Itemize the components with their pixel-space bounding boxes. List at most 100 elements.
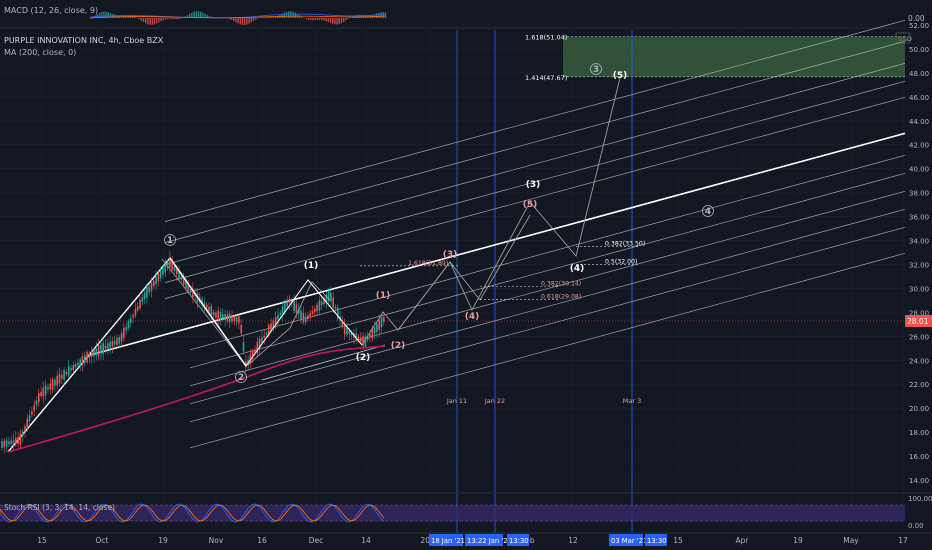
candle-body — [44, 385, 47, 396]
candle-body — [320, 301, 323, 305]
candle-body — [77, 362, 79, 366]
macd-bar — [235, 18, 237, 23]
ma-legend: MA (200, close, 0) — [4, 48, 76, 57]
candle-body — [150, 282, 153, 291]
candle-body — [242, 342, 245, 352]
candle-body — [26, 418, 29, 429]
candle-body — [346, 327, 348, 335]
macd-bar — [349, 17, 351, 18]
wave-label: (1) — [304, 261, 319, 271]
macd-bar — [325, 18, 327, 22]
fib-level-label: 0.382(33.50) — [605, 241, 645, 248]
time-tick: 19 — [158, 536, 168, 545]
macd-bar — [380, 12, 382, 18]
macd-bar — [138, 18, 140, 20]
candle-body — [226, 314, 229, 321]
candle-body — [81, 356, 84, 365]
fork-parallel-line — [189, 190, 906, 387]
candle-body — [127, 321, 130, 329]
candle-body — [212, 311, 215, 316]
date-badge — [465, 534, 503, 546]
candle-body — [1, 440, 3, 449]
date-badge-text: 13:30 — [509, 537, 529, 545]
macd-bar — [147, 18, 149, 25]
candle-body — [258, 338, 261, 350]
fork-parallel-line — [189, 252, 906, 449]
date-badge — [429, 534, 463, 546]
fork-parallel-line — [164, 40, 906, 243]
candle-body — [233, 316, 236, 322]
time-tick: Dec — [309, 536, 324, 545]
candle-body — [249, 354, 252, 364]
candle-body — [17, 436, 19, 444]
date-line-label: Jan 11 — [446, 397, 467, 405]
macd-bar — [294, 12, 296, 18]
wave-label: 2 — [238, 373, 244, 383]
fork-parallel-line — [164, 96, 906, 299]
candle-body — [380, 317, 383, 328]
candle-body — [376, 323, 378, 332]
candle-body — [153, 280, 155, 286]
fork-parallel-line — [189, 226, 906, 423]
wave-label: (4) — [570, 264, 585, 274]
candle-body — [256, 342, 259, 354]
macd-bar — [323, 18, 325, 21]
time-tick: 15 — [673, 536, 683, 545]
price-tick: 30.00 — [909, 285, 929, 293]
candle-body — [238, 316, 240, 324]
candle-body — [182, 277, 185, 285]
candle-body — [49, 383, 52, 390]
macd-bar — [186, 15, 189, 18]
macd-bar — [206, 14, 208, 18]
macd-bar — [175, 18, 178, 20]
wave-label: (5) — [613, 71, 628, 81]
macd-bar — [228, 18, 230, 19]
macd-bar — [384, 12, 387, 18]
candle-body — [318, 300, 321, 311]
candle-body — [272, 320, 275, 327]
macd-bar — [248, 18, 250, 24]
macd-bar — [101, 12, 103, 18]
candle-body — [304, 316, 307, 323]
signal-line — [89, 15, 386, 19]
candle-body — [15, 438, 17, 445]
macd-bar — [292, 11, 294, 18]
candle-body — [42, 387, 45, 397]
stoch-tick-0: 0.00 — [908, 522, 924, 530]
price-tick: 44.00 — [909, 118, 929, 126]
macd-bar — [250, 18, 252, 23]
macd-bar — [327, 18, 329, 23]
macd-bar — [164, 18, 167, 20]
macd-bar — [314, 18, 316, 21]
fork-parallel-line — [164, 80, 906, 283]
candle-body — [19, 433, 22, 445]
price-tick: 34.00 — [909, 238, 929, 246]
candle-body — [155, 276, 157, 285]
candle-body — [362, 335, 364, 347]
candle-body — [159, 270, 162, 279]
wave-label: (5) — [523, 200, 538, 210]
candle-body — [369, 334, 371, 338]
macd-bar — [266, 16, 268, 18]
fib-level-label: 0.5(32.00) — [605, 258, 637, 265]
candle-body — [330, 292, 332, 302]
fork-parallel-line — [189, 172, 906, 369]
stoch-label: Stoch RSI (3, 3, 14, 14, close) — [4, 503, 115, 512]
macd-bar — [173, 18, 175, 20]
price-tick: 26.00 — [909, 333, 929, 341]
candle-body — [201, 299, 203, 305]
fork-lower-arm — [261, 344, 386, 381]
fib-level-label: 1.618(31.89) — [408, 260, 448, 267]
macd-bar — [193, 11, 195, 18]
candles — [1, 251, 385, 454]
ma-200-line — [7, 345, 386, 453]
candle-body — [251, 351, 254, 359]
time-tick: 19 — [793, 536, 803, 545]
fork-parallel-line — [164, 62, 906, 265]
candle-body — [281, 306, 284, 315]
candle-body — [132, 315, 134, 318]
candle-body — [194, 294, 196, 297]
price-axis[interactable]: 52.00 50.00 48.00 46.00 44.00 42.00 40.00 38.00… — [909, 22, 929, 485]
price-tick: 28.00 — [909, 309, 929, 317]
